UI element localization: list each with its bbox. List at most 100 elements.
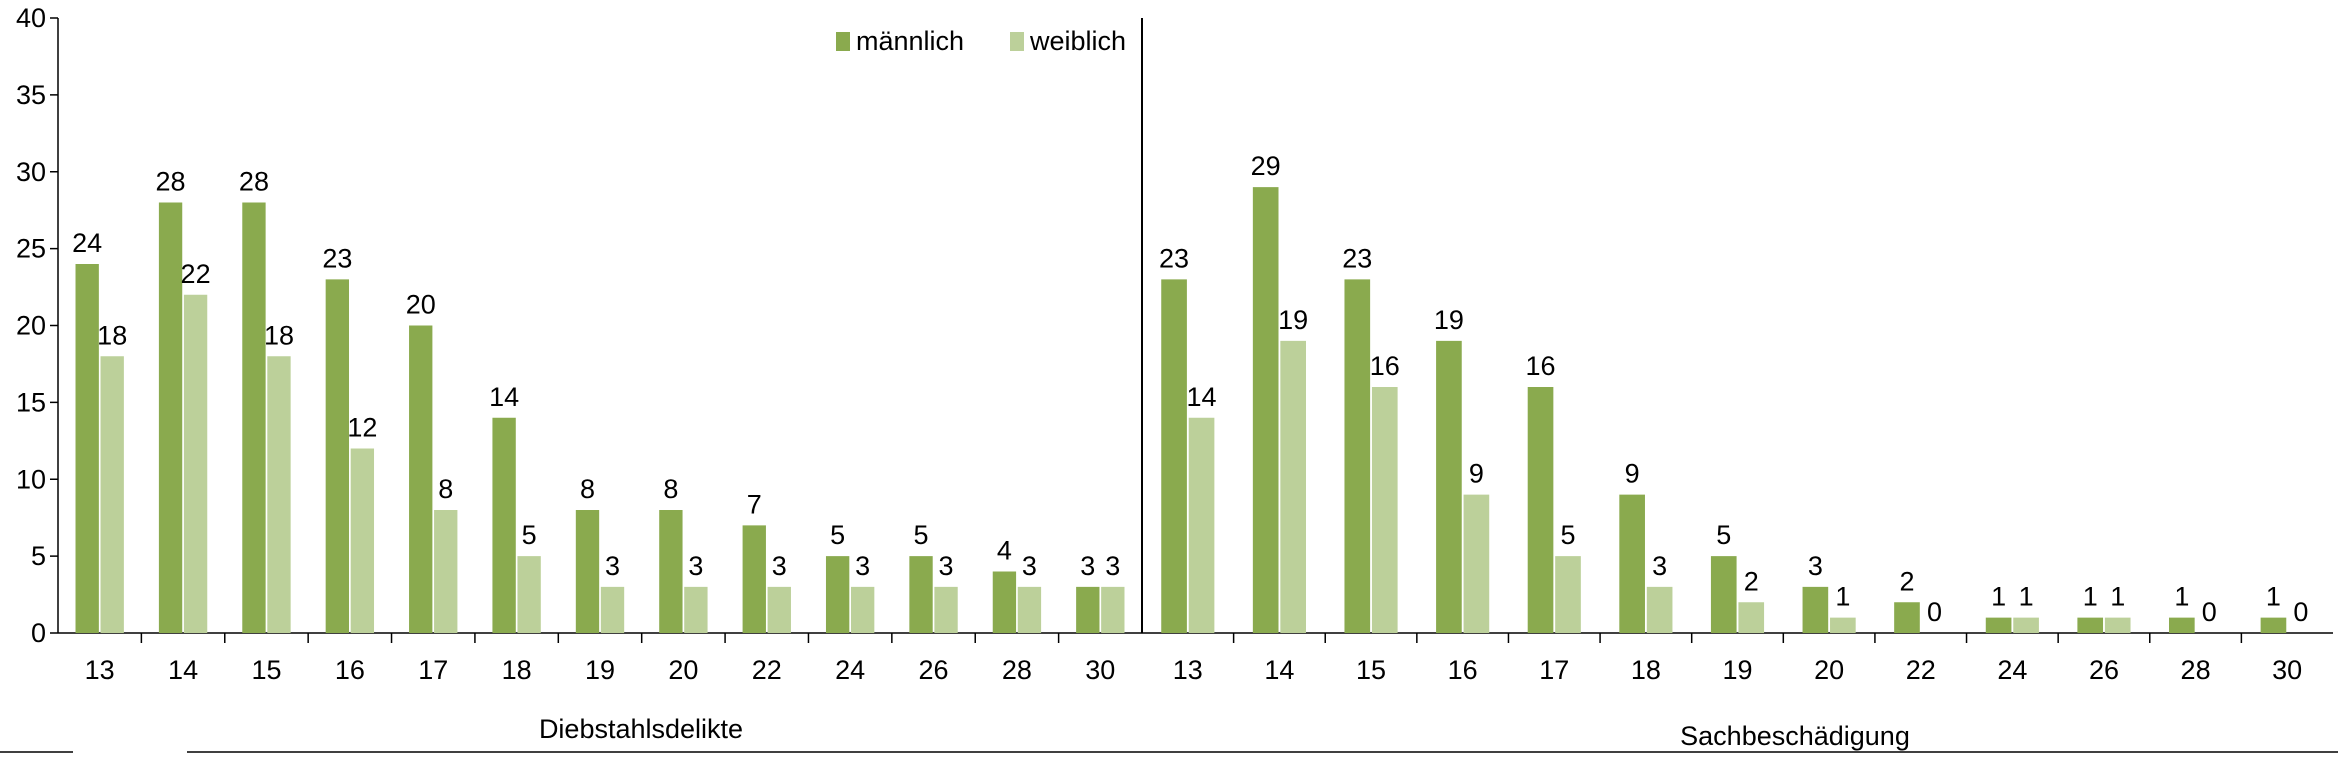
- data-label: 3: [1022, 551, 1037, 581]
- bar-weiblich: [1101, 586, 1125, 633]
- y-tick-label: 35: [16, 80, 46, 110]
- data-label: 9: [1469, 459, 1484, 489]
- y-tick-label: 25: [16, 234, 46, 264]
- data-label: 16: [1526, 351, 1556, 381]
- x-tick-label: 20: [668, 655, 698, 685]
- bar-maennlich: [409, 325, 433, 633]
- bar-maennlich: [1894, 602, 1920, 633]
- bar-maennlich: [2169, 617, 2195, 633]
- legend-label-maennlich: männlich: [856, 26, 964, 56]
- data-label: 1: [2110, 582, 2125, 612]
- bar-weiblich: [934, 586, 958, 633]
- data-label: 4: [997, 536, 1012, 566]
- bar-maennlich: [1527, 387, 1554, 633]
- bar-weiblich: [434, 510, 458, 633]
- bar-maennlich: [1619, 494, 1645, 633]
- bar-maennlich: [242, 202, 266, 633]
- bar-maennlich: [1802, 586, 1829, 633]
- bar-weiblich: [1280, 340, 1306, 633]
- data-label: 19: [1434, 305, 1464, 335]
- x-tick-label: 19: [585, 655, 615, 685]
- data-label: 16: [1370, 351, 1400, 381]
- data-label: 23: [1159, 243, 1189, 273]
- x-tick-label: 19: [1722, 655, 1752, 685]
- data-label: 7: [747, 489, 762, 519]
- x-tick-label: 13: [85, 655, 115, 685]
- data-label: 1: [2266, 582, 2281, 612]
- bar-maennlich: [825, 556, 850, 633]
- data-label: 3: [605, 551, 620, 581]
- x-tick-label: 26: [919, 655, 949, 685]
- data-label: 12: [347, 413, 377, 443]
- data-label: 14: [1187, 382, 1217, 412]
- data-label: 1: [1991, 582, 2006, 612]
- data-label: 28: [156, 167, 186, 197]
- data-label: 19: [1278, 305, 1308, 335]
- bar-weiblich: [684, 586, 708, 633]
- data-label: 3: [939, 551, 954, 581]
- x-tick-label: 16: [335, 655, 365, 685]
- bar-maennlich: [1161, 279, 1187, 633]
- bar-weiblich: [767, 586, 791, 633]
- bar-maennlich: [2077, 617, 2104, 633]
- data-label: 3: [1652, 551, 1667, 581]
- legend-label-weiblich: weiblich: [1029, 26, 1126, 56]
- bar-maennlich: [492, 417, 516, 633]
- data-label: 3: [855, 551, 870, 581]
- x-tick-label: 18: [1631, 655, 1661, 685]
- bar-weiblich: [1188, 417, 1215, 633]
- x-tick-label: 13: [1173, 655, 1203, 685]
- data-label: 29: [1251, 151, 1281, 181]
- legend-swatch-weiblich: [1010, 32, 1024, 51]
- bar-weiblich: [1830, 617, 1856, 633]
- data-label: 23: [1342, 243, 1372, 273]
- x-tick-label: 28: [2181, 655, 2211, 685]
- data-label: 1: [1835, 582, 1850, 612]
- x-tick-label: 18: [502, 655, 532, 685]
- bar-weiblich: [350, 448, 375, 633]
- bar-maennlich: [909, 556, 933, 633]
- bar-maennlich: [325, 279, 350, 633]
- x-tick-label: 22: [1906, 655, 1936, 685]
- x-tick-label: 24: [835, 655, 865, 685]
- data-label: 0: [2293, 597, 2308, 627]
- bar-maennlich: [575, 510, 600, 633]
- data-label: 14: [489, 382, 519, 412]
- x-tick-label: 22: [752, 655, 782, 685]
- group-label: Sachbeschädigung: [1680, 721, 1910, 751]
- x-tick-label: 15: [251, 655, 281, 685]
- data-label: 20: [406, 290, 436, 320]
- bars: [75, 187, 2287, 633]
- data-label: 22: [181, 259, 211, 289]
- x-tick-label: 26: [2089, 655, 2119, 685]
- x-tick-label: 20: [1814, 655, 1844, 685]
- data-label: 2: [1744, 566, 1759, 596]
- data-label: 28: [239, 167, 269, 197]
- data-label: 0: [2202, 597, 2217, 627]
- data-label: 1: [2174, 582, 2189, 612]
- bar-maennlich: [1436, 340, 1462, 633]
- data-label: 3: [1808, 551, 1823, 581]
- bar-weiblich: [850, 586, 875, 633]
- bar-weiblich: [1371, 387, 1398, 633]
- data-label: 5: [914, 520, 929, 550]
- y-tick-label: 5: [31, 541, 46, 571]
- data-label: 1: [2083, 582, 2098, 612]
- bar-weiblich: [1555, 556, 1581, 633]
- bar-weiblich: [1646, 586, 1673, 633]
- data-label: 3: [1105, 551, 1120, 581]
- data-label: 1: [2019, 582, 2034, 612]
- bar-weiblich: [600, 586, 625, 633]
- bar-maennlich: [1344, 279, 1371, 633]
- x-tick-label: 17: [418, 655, 448, 685]
- x-tick-label: 24: [1997, 655, 2027, 685]
- data-label: 8: [663, 474, 678, 504]
- data-label: 5: [830, 520, 845, 550]
- data-label: 2: [1899, 566, 1914, 596]
- y-tick-label: 10: [16, 464, 46, 494]
- data-label: 3: [1080, 551, 1095, 581]
- bar-maennlich: [1985, 617, 2012, 633]
- data-label: 18: [97, 320, 127, 350]
